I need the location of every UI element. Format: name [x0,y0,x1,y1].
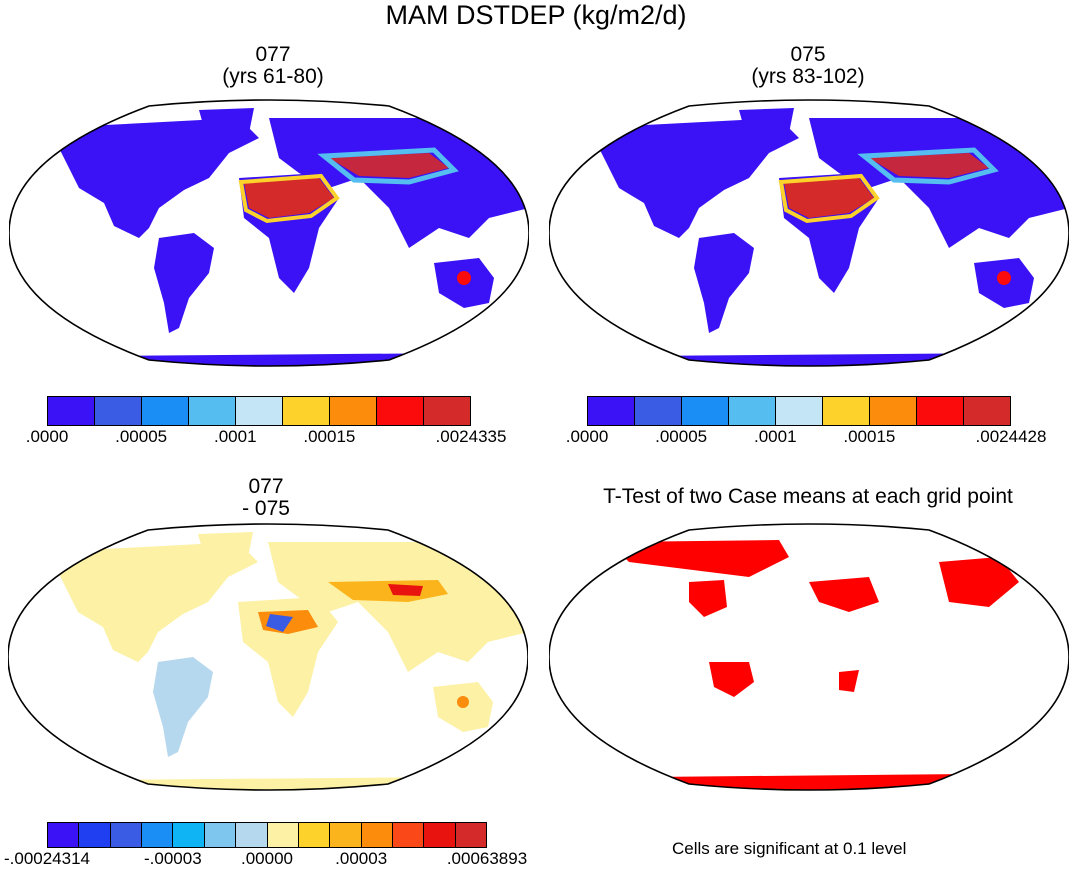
tick: .00015 [303,427,356,446]
colorbar-swatch [189,397,236,425]
colorbar-swatch [142,823,174,847]
panel-2-colorbar [587,396,1011,426]
tick: .00015 [843,427,896,446]
tick: .00063893 [446,849,528,868]
panel-4-title: T-Test of two Case means at each grid po… [603,485,1013,508]
colorbar-swatch [236,823,268,847]
panel-1-map [9,99,529,367]
colorbar-swatch [361,823,393,847]
colorbar-swatch [917,397,964,425]
sahara-dust [244,178,334,218]
south-america [154,233,214,333]
dust-halo [238,173,340,224]
colorbar-swatch [424,823,456,847]
colorbar-swatch [776,397,823,425]
colorbar-swatch [298,823,331,847]
panel-2-map [549,99,1069,367]
north-america [49,118,259,238]
tick: .0024335 [435,427,507,446]
panel-1-ticks: .0000 .00005 .0001 .00015 .0024335 [26,427,507,448]
asia-dust-zone [329,153,449,178]
colorbar-swatch [236,397,283,425]
panel-3-map [8,523,528,791]
panel-2-ticks: .0000 .00005 .0001 .00015 .0024428 [566,427,1047,448]
colorbar-swatch [330,823,362,847]
panel-2-title: 075 (yrs 83-102) [548,44,1068,88]
colorbar-swatch [870,397,917,425]
tick: .0001 [753,427,797,446]
greenland [199,108,254,138]
colorbar-swatch [964,397,1010,425]
tick: -.00003 [143,849,202,868]
colorbar-swatch [424,397,470,425]
panel-1-title: 077 (yrs 61-80) [13,44,533,88]
colorbar-swatch [95,397,142,425]
tick: .0000 [565,427,609,446]
colorbar-swatch [377,397,424,425]
colorbar-swatch [48,823,80,847]
panel-1-title-case: 077 [255,43,291,66]
tick: -.00024314 [3,849,91,868]
panel-3-ticks: -.00024314 -.00003 .00000 .00003 .000638… [4,849,527,870]
colorbar-swatch [173,823,205,847]
asia-halo [317,147,459,185]
main-title: MAM DSTDEP (kg/m2/d) [385,0,687,30]
panel-3-title: 077 - 075 [6,476,526,520]
colorbar-swatch [588,397,635,425]
colorbar-swatch [204,823,237,847]
tick: .00003 [335,849,388,868]
significance-note: Cells are significant at 0.1 level [672,839,907,858]
colorbar-swatch [682,397,729,425]
colorbar-swatch [48,397,95,425]
tick: .0000 [25,427,69,446]
tick: .0024428 [975,427,1047,446]
panel-3-title-minus: - 075 [242,497,290,520]
colorbar-swatch [635,397,682,425]
colorbar-swatch [283,397,330,425]
panel-4-map [549,523,1069,791]
significance-mask [549,524,1069,790]
panel-1-colorbar [47,396,471,426]
panel-2-title-case: 075 [790,43,826,66]
colorbar-swatch [823,397,870,425]
colorbar-swatch [79,823,111,847]
colorbar-swatch [330,397,377,425]
colorbar-swatch [142,397,189,425]
panel-3-colorbar [47,822,487,848]
colorbar-swatch [455,823,487,847]
tick: .00000 [241,849,293,868]
panel-1-title-years: (yrs 61-80) [222,65,324,88]
colorbar-swatch [729,397,776,425]
panel-2-title-years: (yrs 83-102) [751,65,865,88]
colorbar-swatch [392,823,425,847]
panel-3-title-case: 077 [248,475,284,498]
aus-hotspot [457,271,471,285]
tick: .0001 [213,427,257,446]
colorbar-swatch [110,823,143,847]
tick: .00005 [655,427,708,446]
tick: .00005 [115,427,168,446]
colorbar-swatch [267,823,299,847]
